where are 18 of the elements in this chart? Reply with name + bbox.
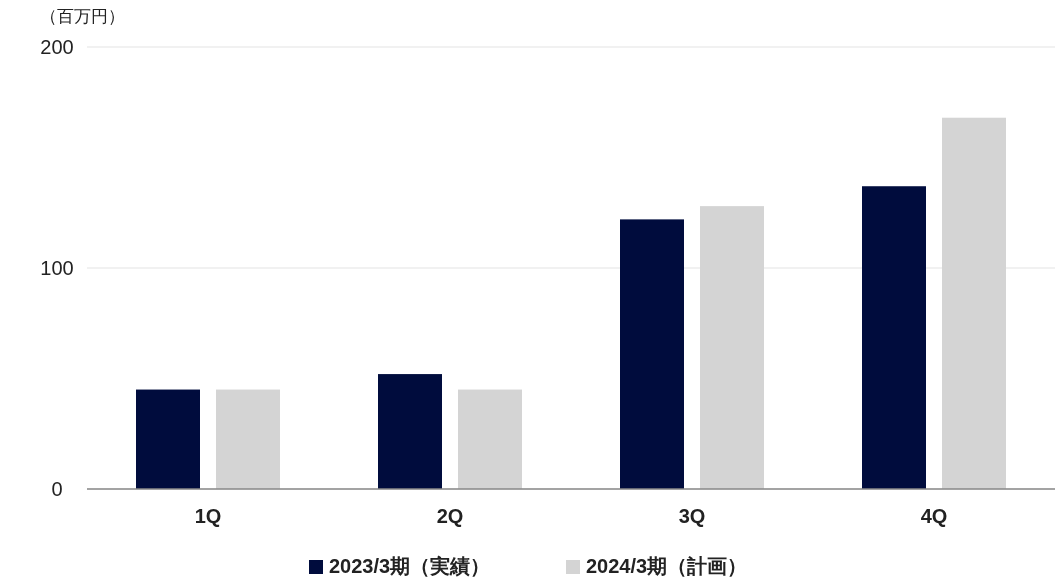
x-tick-label: 4Q (920, 505, 948, 527)
bar (942, 117, 1006, 489)
legend-label: 2024/3期（計画） (586, 555, 748, 577)
y-axis-title: （百万円） (39, 7, 125, 26)
x-tick-label: 3Q (678, 505, 706, 527)
x-tick-label: 1Q (194, 505, 222, 527)
legend-label: 2023/3期（実績） (329, 555, 491, 577)
y-tick-label: 0 (51, 478, 63, 500)
x-tick-label: 2Q (436, 505, 464, 527)
y-tick-label: 200 (40, 36, 74, 58)
bar (378, 374, 442, 489)
bar (136, 389, 200, 489)
bar (862, 186, 926, 489)
bar (700, 206, 764, 489)
bar (458, 389, 522, 489)
y-tick-label: 100 (40, 257, 74, 279)
bar (216, 389, 280, 489)
bar (620, 219, 684, 489)
